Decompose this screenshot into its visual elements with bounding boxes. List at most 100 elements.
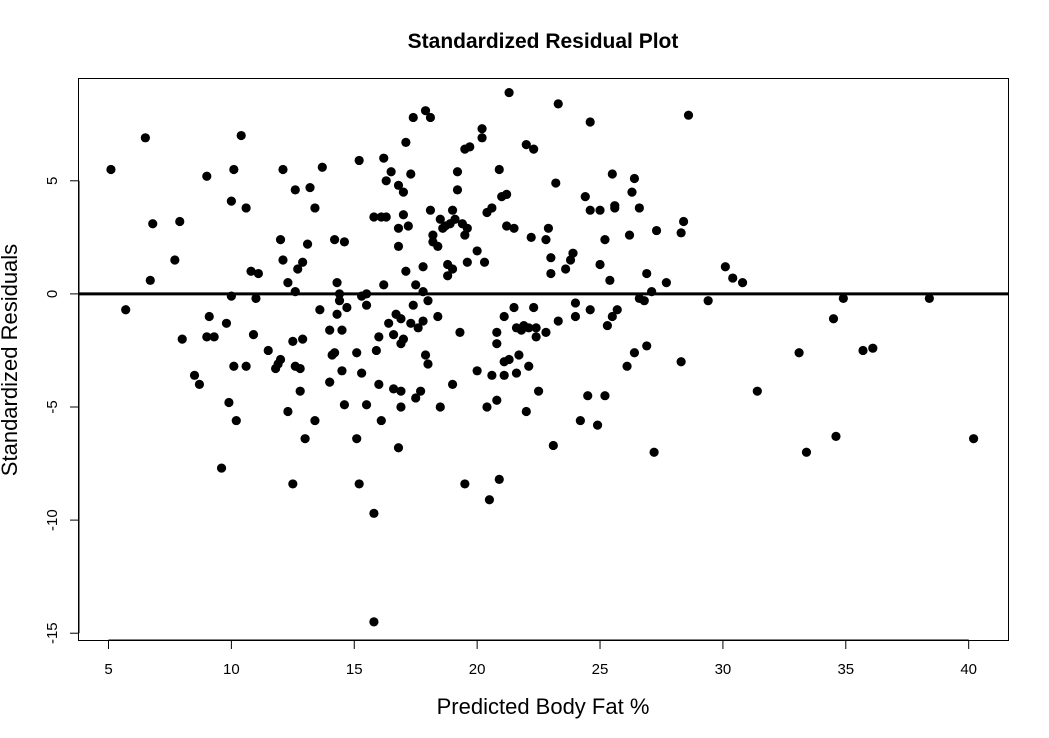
data-point bbox=[288, 336, 298, 347]
data-point bbox=[435, 214, 445, 224]
data-point bbox=[568, 248, 578, 258]
data-point bbox=[607, 169, 617, 179]
data-points bbox=[106, 87, 979, 627]
x-tick-label: 10 bbox=[223, 661, 240, 678]
data-point bbox=[283, 406, 293, 417]
data-point bbox=[406, 169, 416, 179]
data-point bbox=[315, 305, 325, 315]
data-point bbox=[398, 187, 409, 197]
data-point bbox=[401, 266, 411, 276]
data-point bbox=[676, 357, 686, 367]
data-point bbox=[357, 368, 367, 378]
data-point bbox=[408, 300, 418, 310]
data-point bbox=[511, 368, 522, 378]
data-point bbox=[379, 153, 389, 163]
data-point bbox=[968, 434, 979, 444]
data-point bbox=[337, 366, 347, 376]
data-point bbox=[509, 223, 519, 233]
data-point bbox=[290, 287, 300, 297]
data-point bbox=[253, 268, 264, 279]
data-point bbox=[305, 182, 315, 193]
data-point bbox=[288, 479, 298, 489]
data-point bbox=[381, 176, 391, 186]
data-point bbox=[229, 164, 239, 175]
data-point bbox=[622, 361, 632, 371]
data-point bbox=[354, 155, 364, 166]
data-point bbox=[406, 318, 416, 328]
data-point bbox=[388, 330, 399, 340]
data-point bbox=[600, 235, 610, 245]
data-point bbox=[369, 212, 379, 222]
data-point bbox=[408, 112, 418, 123]
data-point bbox=[334, 296, 345, 306]
data-point bbox=[610, 201, 620, 211]
data-point bbox=[639, 296, 649, 306]
data-point bbox=[388, 384, 399, 394]
data-point bbox=[248, 330, 259, 340]
data-point bbox=[462, 257, 472, 267]
data-point bbox=[231, 415, 241, 426]
data-point bbox=[393, 223, 404, 233]
data-point bbox=[447, 379, 458, 389]
data-point bbox=[583, 391, 593, 401]
data-point bbox=[472, 366, 482, 376]
data-point bbox=[332, 277, 342, 288]
data-point bbox=[595, 205, 605, 215]
data-point bbox=[194, 379, 205, 389]
data-point bbox=[425, 205, 436, 215]
data-point bbox=[145, 275, 155, 285]
data-point bbox=[148, 219, 158, 229]
data-point bbox=[703, 296, 713, 306]
data-point bbox=[801, 447, 812, 457]
data-point bbox=[435, 402, 445, 412]
data-point bbox=[460, 479, 470, 489]
data-point bbox=[502, 221, 512, 231]
data-point bbox=[443, 271, 453, 281]
data-point bbox=[585, 305, 595, 315]
data-point bbox=[226, 196, 236, 206]
data-point bbox=[293, 264, 303, 274]
data-point bbox=[418, 287, 428, 297]
data-point bbox=[418, 316, 428, 326]
data-point bbox=[325, 325, 335, 335]
data-point bbox=[290, 185, 300, 195]
data-point bbox=[548, 440, 558, 451]
data-point bbox=[602, 320, 612, 331]
data-point bbox=[121, 305, 131, 315]
data-point bbox=[546, 253, 556, 263]
data-point bbox=[379, 280, 389, 290]
data-point bbox=[283, 277, 293, 288]
data-point bbox=[494, 164, 504, 175]
data-point bbox=[553, 99, 563, 109]
data-point bbox=[531, 332, 541, 342]
data-point bbox=[361, 400, 372, 410]
data-point bbox=[533, 386, 544, 396]
data-point bbox=[612, 305, 622, 315]
data-point bbox=[420, 350, 431, 360]
data-point bbox=[450, 214, 460, 224]
data-point bbox=[246, 266, 256, 276]
data-point bbox=[369, 617, 379, 627]
data-point bbox=[376, 415, 386, 426]
data-point bbox=[592, 420, 603, 430]
x-tick-label: 40 bbox=[960, 661, 977, 678]
data-point bbox=[524, 323, 534, 333]
data-point bbox=[396, 402, 406, 412]
data-point bbox=[492, 339, 502, 349]
y-axis: -15 -10 -5 0 5 bbox=[44, 177, 80, 644]
data-point bbox=[529, 144, 539, 154]
data-point bbox=[462, 223, 472, 233]
chart-title: Standardized Residual Plot bbox=[408, 30, 679, 53]
data-point bbox=[678, 216, 689, 227]
data-point bbox=[226, 291, 236, 301]
data-point bbox=[580, 192, 590, 202]
data-point bbox=[278, 164, 288, 175]
data-point bbox=[477, 124, 487, 134]
y-tick-label: -10 bbox=[44, 509, 61, 531]
data-point bbox=[651, 225, 662, 236]
data-point bbox=[275, 235, 286, 245]
data-point bbox=[398, 334, 409, 344]
data-point bbox=[229, 361, 239, 371]
x-tick-label: 25 bbox=[592, 661, 609, 678]
